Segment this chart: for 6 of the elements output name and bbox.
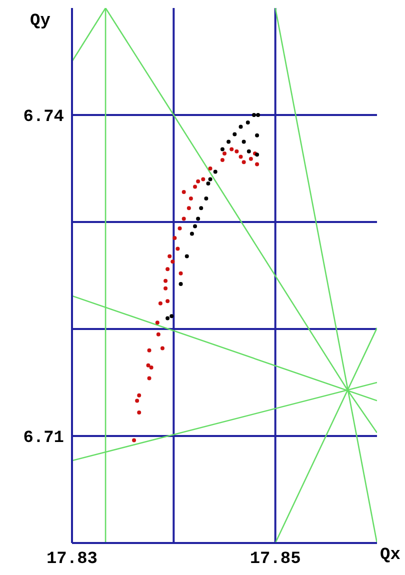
x-tick-label: 17.85 [250,550,301,570]
y-axis-title: Qy [30,12,50,31]
y-tick-label: 6.71 [23,429,64,448]
x-axis-title: Qx [380,546,400,565]
y-tick-label: 6.74 [23,108,64,128]
x-tick-label: 17.83 [46,550,98,570]
